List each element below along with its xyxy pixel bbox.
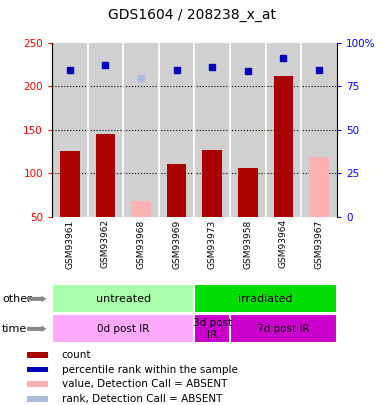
- Bar: [27, 352, 48, 358]
- Bar: [27, 367, 48, 373]
- Text: GSM93967: GSM93967: [315, 220, 323, 269]
- Text: percentile rank within the sample: percentile rank within the sample: [62, 364, 238, 375]
- Bar: [274, 76, 293, 217]
- Bar: [194, 284, 337, 313]
- Text: rank, Detection Call = ABSENT: rank, Detection Call = ABSENT: [62, 394, 222, 404]
- Bar: [60, 151, 80, 217]
- Text: time: time: [2, 324, 27, 334]
- Text: GSM93968: GSM93968: [137, 220, 146, 269]
- Bar: [27, 381, 48, 387]
- Bar: [238, 168, 258, 217]
- Bar: [52, 314, 194, 343]
- Bar: [95, 134, 115, 217]
- Text: 0d post IR: 0d post IR: [97, 324, 149, 334]
- Text: GDS1604 / 208238_x_at: GDS1604 / 208238_x_at: [109, 8, 276, 22]
- Text: 7d post IR: 7d post IR: [257, 324, 310, 334]
- Text: GSM93961: GSM93961: [65, 220, 74, 269]
- Text: untreated: untreated: [95, 294, 151, 304]
- Bar: [230, 314, 337, 343]
- Text: count: count: [62, 350, 91, 360]
- Bar: [203, 149, 222, 217]
- Text: irradiated: irradiated: [238, 294, 293, 304]
- Text: value, Detection Call = ABSENT: value, Detection Call = ABSENT: [62, 379, 227, 389]
- Text: 3d post
IR: 3d post IR: [192, 318, 232, 340]
- Bar: [27, 396, 48, 402]
- Bar: [167, 164, 186, 217]
- Text: GSM93964: GSM93964: [279, 220, 288, 269]
- Bar: [131, 201, 151, 217]
- Bar: [194, 314, 230, 343]
- Text: other: other: [2, 294, 32, 304]
- Text: GSM93962: GSM93962: [101, 220, 110, 269]
- Text: GSM93973: GSM93973: [208, 220, 217, 269]
- Text: GSM93958: GSM93958: [243, 220, 252, 269]
- Bar: [52, 284, 194, 313]
- Bar: [309, 158, 329, 217]
- Text: GSM93969: GSM93969: [172, 220, 181, 269]
